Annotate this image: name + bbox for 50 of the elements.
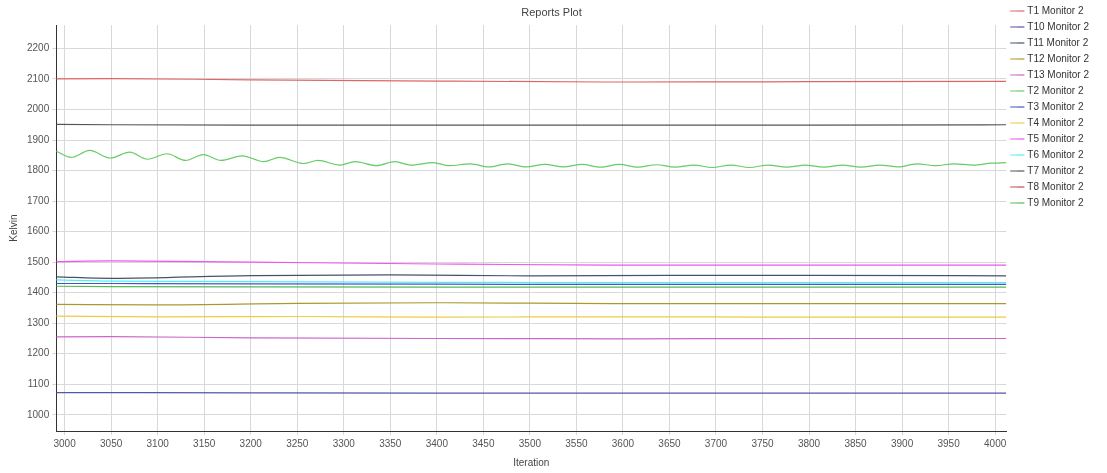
x-tick-label: 3150 <box>193 437 216 449</box>
y-tick-label: 1300 <box>27 316 50 328</box>
x-tick-label: 3050 <box>100 437 123 449</box>
legend-label: T10 Monitor 2 <box>1027 20 1090 32</box>
y-tick-label: 1200 <box>27 347 50 359</box>
y-tick-label: 1700 <box>27 194 50 206</box>
x-tick-label: 3000 <box>53 437 77 449</box>
y-tick-label: 1100 <box>27 378 50 390</box>
x-tick-label: 3900 <box>890 437 914 449</box>
legend-label: T12 Monitor 2 <box>1027 52 1090 64</box>
x-tick-label: 3650 <box>658 437 682 449</box>
y-tick-label: 1600 <box>27 225 50 237</box>
x-tick-label: 3950 <box>937 437 961 449</box>
legend-label: T9 Monitor 2 <box>1027 196 1084 208</box>
x-tick-label: 3250 <box>286 437 309 449</box>
x-tick-label: 3600 <box>611 437 635 449</box>
chart-title: Reports Plot <box>521 5 582 18</box>
legend-label: T13 Monitor 2 <box>1027 68 1090 80</box>
y-tick-label: 2000 <box>27 103 50 115</box>
y-tick-label: 1400 <box>27 286 50 298</box>
x-tick-label: 3550 <box>565 437 588 449</box>
legend-label: T3 Monitor 2 <box>1027 100 1084 112</box>
legend-label: T11 Monitor 2 <box>1027 36 1089 48</box>
y-tick-label: 1900 <box>27 133 50 145</box>
x-tick-label: 3800 <box>797 437 821 449</box>
x-tick-label: 3400 <box>425 437 449 449</box>
x-tick-label: 3450 <box>472 437 495 449</box>
x-tick-label: 3300 <box>332 437 356 449</box>
y-axis-title: Kelvin <box>7 214 19 242</box>
x-tick-label: 4000 <box>984 437 1007 449</box>
x-axis-title: Iteration <box>513 456 550 468</box>
x-tick-label: 3500 <box>518 437 542 449</box>
legend-label: T2 Monitor 2 <box>1027 84 1084 96</box>
x-tick-label: 3100 <box>146 437 170 449</box>
y-tick-label: 1000 <box>27 408 50 420</box>
y-tick-label: 1800 <box>27 164 50 176</box>
y-tick-label: 1500 <box>27 255 50 267</box>
legend-label: T6 Monitor 2 <box>1027 148 1084 160</box>
legend-label: T4 Monitor 2 <box>1027 116 1084 128</box>
y-tick-label: 2100 <box>27 72 50 84</box>
legend-label: T1 Monitor 2 <box>1027 4 1084 16</box>
legend-label: T7 Monitor 2 <box>1027 164 1084 176</box>
legend-label: T5 Monitor 2 <box>1027 132 1084 144</box>
x-tick-label: 3200 <box>239 437 263 449</box>
x-tick-label: 3350 <box>379 437 402 449</box>
x-tick-label: 3750 <box>751 437 775 449</box>
x-tick-label: 3850 <box>844 437 868 449</box>
legend-label: T8 Monitor 2 <box>1027 180 1084 192</box>
x-tick-label: 3700 <box>704 437 728 449</box>
y-tick-label: 2200 <box>27 42 50 54</box>
